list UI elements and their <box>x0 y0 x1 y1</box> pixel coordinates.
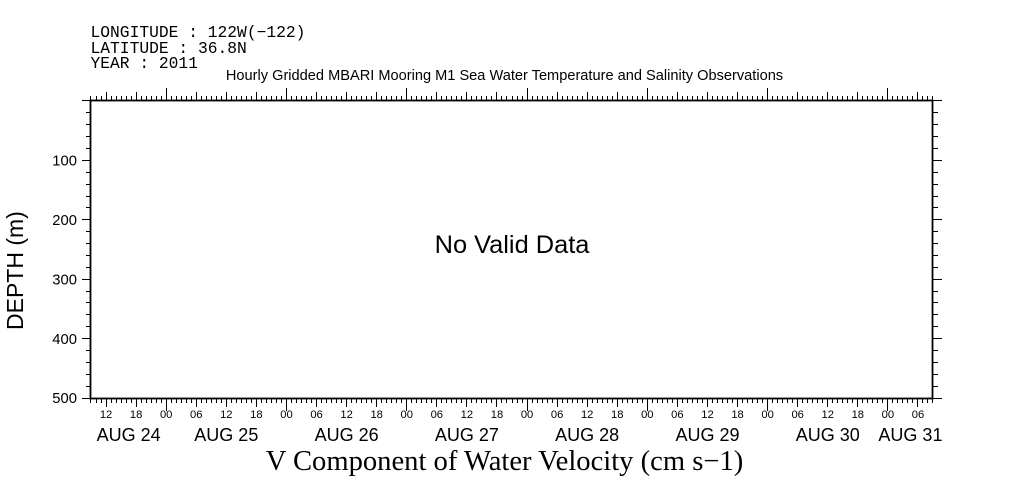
svg-text:06: 06 <box>791 409 803 421</box>
svg-text:300: 300 <box>52 272 77 288</box>
svg-text:AUG 26: AUG 26 <box>315 425 379 445</box>
svg-text:00: 00 <box>641 409 653 421</box>
svg-text:AUG 30: AUG 30 <box>796 425 860 445</box>
svg-text:06: 06 <box>310 409 322 421</box>
svg-text:06: 06 <box>431 409 443 421</box>
svg-text:12: 12 <box>701 409 713 421</box>
svg-text:06: 06 <box>671 409 683 421</box>
svg-text:06: 06 <box>190 409 202 421</box>
svg-text:18: 18 <box>130 409 142 421</box>
svg-text:06: 06 <box>551 409 563 421</box>
svg-text:18: 18 <box>250 409 262 421</box>
svg-text:06: 06 <box>912 409 924 421</box>
svg-text:00: 00 <box>882 409 894 421</box>
svg-text:AUG 28: AUG 28 <box>555 425 619 445</box>
svg-text:18: 18 <box>491 409 503 421</box>
svg-text:AUG 24: AUG 24 <box>97 425 161 445</box>
svg-text:100: 100 <box>52 154 77 170</box>
svg-text:18: 18 <box>611 409 623 421</box>
svg-text:12: 12 <box>220 409 232 421</box>
svg-text:00: 00 <box>521 409 533 421</box>
svg-text:12: 12 <box>822 409 834 421</box>
svg-text:12: 12 <box>340 409 352 421</box>
svg-text:00: 00 <box>280 409 292 421</box>
svg-text:400: 400 <box>52 332 77 348</box>
svg-text:00: 00 <box>401 409 413 421</box>
svg-text:AUG 27: AUG 27 <box>435 425 499 445</box>
svg-text:18: 18 <box>731 409 743 421</box>
svg-text:12: 12 <box>461 409 473 421</box>
svg-text:AUG 25: AUG 25 <box>194 425 258 445</box>
svg-text:18: 18 <box>852 409 864 421</box>
svg-text:00: 00 <box>160 409 172 421</box>
svg-text:AUG 31: AUG 31 <box>878 425 942 445</box>
svg-text:00: 00 <box>761 409 773 421</box>
svg-text:500: 500 <box>52 391 77 407</box>
svg-text:18: 18 <box>370 409 382 421</box>
svg-text:12: 12 <box>581 409 593 421</box>
svg-text:12: 12 <box>100 409 112 421</box>
svg-text:200: 200 <box>52 213 77 229</box>
svg-text:AUG 29: AUG 29 <box>675 425 739 445</box>
